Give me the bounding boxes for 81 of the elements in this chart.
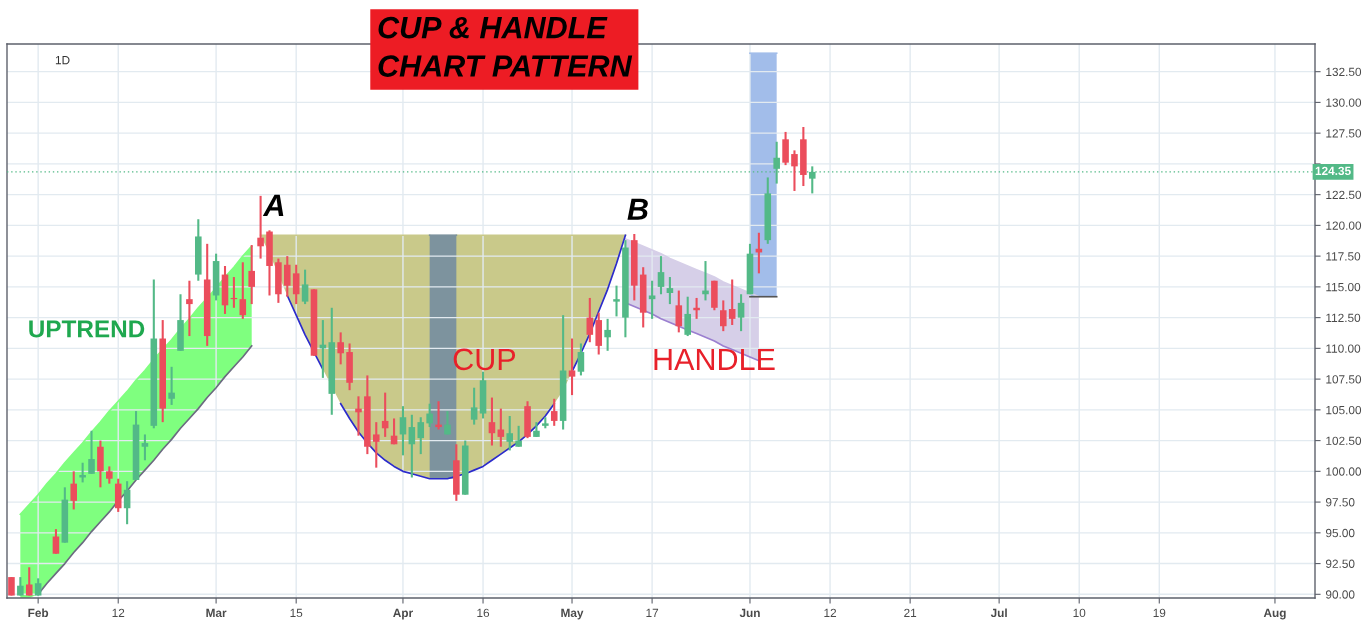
candlestick <box>684 295 691 338</box>
candlestick <box>337 331 344 366</box>
y-tick-label: 97.50 <box>1325 498 1355 507</box>
candlestick <box>408 413 416 479</box>
y-tick-label: 100.00 <box>1326 467 1362 476</box>
candlestick <box>613 284 620 318</box>
candlestick <box>417 416 425 456</box>
annotation: UPTREND <box>29 320 145 338</box>
x-tick-label: Feb <box>28 608 49 618</box>
y-tick-label: 130.00 <box>1326 98 1362 107</box>
y-tick-label: 115.00 <box>1326 282 1361 292</box>
candlestick <box>648 279 656 320</box>
candlestick <box>675 289 683 334</box>
annotation: 1D <box>55 56 70 65</box>
candlestick <box>737 293 745 333</box>
candlestick <box>248 244 255 306</box>
ref-line-label: 124.35 <box>1315 166 1351 176</box>
x-tick-label: Mar <box>206 608 227 618</box>
x-tick-label: 12 <box>112 608 125 617</box>
x-tick-label: 10 <box>1073 608 1086 618</box>
y-tick-label: 105.00 <box>1326 405 1362 415</box>
candlestick <box>52 528 60 555</box>
annotation: CUP <box>453 348 516 371</box>
candlestick <box>666 276 674 306</box>
candlestick <box>257 194 264 260</box>
candlestick <box>577 342 585 377</box>
candlestick <box>488 396 496 447</box>
annotation: HANDLE <box>654 348 775 370</box>
x-tick-label: Apr <box>393 608 413 620</box>
candlestick <box>17 576 24 597</box>
candlestick <box>657 255 665 296</box>
x-tick-label: 21 <box>904 608 917 617</box>
candlestick <box>470 386 478 426</box>
annotation: A <box>262 194 284 216</box>
candlestick <box>292 263 300 306</box>
candlestick <box>782 130 789 167</box>
candlestick <box>25 566 33 597</box>
candlestick <box>426 402 433 429</box>
x-tick-label: 15 <box>290 608 303 618</box>
y-tick-label: 92.50 <box>1325 559 1355 568</box>
candlestick <box>186 279 193 338</box>
candlestick <box>568 337 576 397</box>
candlestick <box>283 255 291 298</box>
y-tick-label: 102.50 <box>1326 436 1362 445</box>
x-tick-label: Aug <box>1263 608 1286 620</box>
annotation: B <box>627 198 648 220</box>
y-tick-label: 127.50 <box>1326 129 1362 138</box>
candlestick <box>372 421 380 469</box>
candlestick <box>8 576 15 597</box>
y-tick-label: 117.50 <box>1326 252 1361 261</box>
x-tick-label: Jun <box>739 608 760 618</box>
y-tick-label: 90.00 <box>1325 590 1355 599</box>
y-tick-label: 110.00 <box>1326 344 1361 353</box>
candlestick <box>70 470 78 511</box>
y-tick-label: 95.00 <box>1325 528 1355 538</box>
candlestick <box>239 261 247 320</box>
x-tick-label: 16 <box>477 608 490 618</box>
chart-title: CUP & HANDLE CHART PATTERN <box>378 16 633 77</box>
candlestick <box>506 414 514 452</box>
y-tick-label: 132.50 <box>1326 67 1362 77</box>
y-tick-label: 112.50 <box>1326 313 1361 323</box>
x-tick-label: May <box>561 608 584 620</box>
y-tick-label: 122.50 <box>1326 190 1362 200</box>
candlestick <box>719 299 727 333</box>
y-tick-label: 107.50 <box>1326 375 1362 384</box>
candlestick <box>728 278 736 327</box>
candlestick <box>141 433 149 462</box>
candlestick <box>301 268 309 306</box>
x-tick-label: 17 <box>646 608 659 617</box>
candlestick <box>604 317 611 352</box>
x-tick-label: Jul <box>990 608 1007 618</box>
y-tick-label: 120.00 <box>1326 221 1362 230</box>
candlestick <box>399 405 407 457</box>
candlestick <box>88 429 95 475</box>
candlestick <box>586 296 594 344</box>
candlestick <box>791 149 798 192</box>
x-tick-label: 12 <box>824 608 837 617</box>
candlestick <box>550 397 558 427</box>
candlestick <box>168 365 175 406</box>
x-tick-label: 19 <box>1153 608 1166 618</box>
candlestick <box>515 424 522 448</box>
